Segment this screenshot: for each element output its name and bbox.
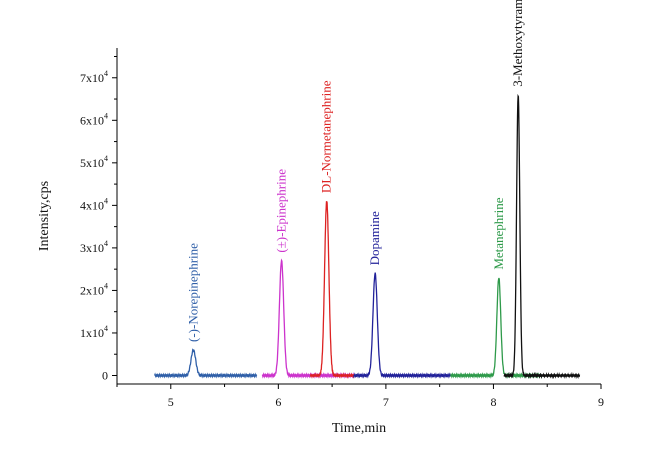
series-line	[261, 258, 355, 379]
x-tick-label: 9	[598, 395, 604, 409]
y-tick-mantissa: 5x10	[80, 156, 104, 170]
y-tick-exponent: 4	[104, 69, 108, 78]
series-group	[154, 93, 581, 380]
y-tick-label: 7x104	[80, 69, 108, 85]
y-tick-exponent: 4	[104, 196, 108, 205]
x-tick-label: 8	[490, 395, 496, 409]
y-tick-label: 1x104	[80, 324, 108, 340]
y-tick-label: 2x104	[80, 281, 108, 297]
series-line	[450, 277, 543, 379]
y-axis-label: Intensity,cps	[37, 181, 52, 251]
peak-label: (-)-Norepinephrine	[185, 243, 200, 342]
y-tick-label: 4x104	[80, 196, 108, 212]
y-tick-exponent: 4	[104, 111, 108, 120]
y-tick-label: 5x104	[80, 154, 108, 170]
y-tick-label: 0	[102, 368, 108, 382]
y-tick-mantissa: 7x10	[80, 71, 104, 85]
peak-label: Dopamine	[367, 211, 382, 265]
y-tick-mantissa: 1x10	[80, 326, 104, 340]
series-line	[154, 348, 258, 379]
x-tick-label: 6	[275, 395, 281, 409]
axes	[116, 48, 601, 385]
y-tick-mantissa: 2x10	[80, 283, 104, 297]
x-tick-label: 5	[168, 395, 174, 409]
y-tick-exponent: 4	[104, 154, 108, 163]
series-line	[503, 93, 581, 380]
peak-labels: (-)-Norepinephrine (±)-Epinephrine DL-Norm…	[185, 0, 525, 342]
y-tick-exponent: 4	[104, 239, 108, 248]
peak-label: DL-Normetanephrine	[319, 80, 334, 193]
peak-label: (±)-Epinephrine	[274, 169, 289, 253]
peak-label: 3-Methoxytyramine	[510, 0, 525, 87]
y-tick-label: 3x104	[80, 239, 108, 255]
y-tick-exponent: 4	[104, 324, 108, 333]
y-tick-mantissa: 3x10	[80, 241, 104, 255]
series-line	[309, 201, 355, 379]
peak-label: Metanephrine	[491, 197, 506, 269]
y-tick-mantissa: 4x10	[80, 198, 104, 212]
ticks: 5 6 7 8 901x1042x1043x1044x1045x1046x1047x10…	[80, 56, 604, 409]
x-axis-label: Time,min	[332, 421, 386, 436]
series-line	[352, 272, 451, 379]
x-tick-label: 7	[383, 395, 389, 409]
y-tick-mantissa: 6x10	[80, 113, 104, 127]
y-tick-label: 6x104	[80, 111, 108, 127]
y-tick-mantissa: 0	[102, 368, 108, 382]
y-tick-exponent: 4	[104, 281, 108, 290]
